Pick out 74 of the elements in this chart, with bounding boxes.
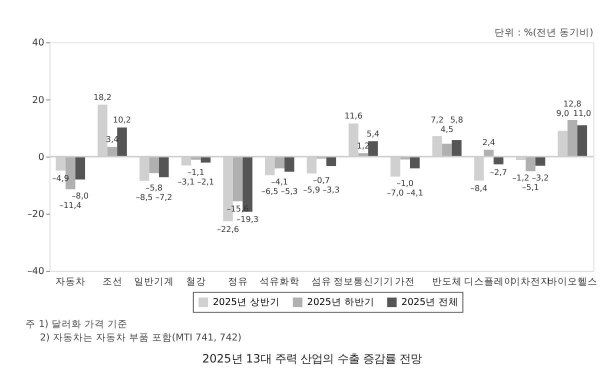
- data-label: 10,2: [113, 114, 132, 125]
- bar: [232, 156, 243, 202]
- text: 2) 자동차는 자동차 부품 포함(MTI 741, 742): [40, 332, 242, 344]
- x-tick-label: 섬유: [311, 276, 332, 288]
- bar: [410, 156, 420, 168]
- x-tick-label: 일반기계: [134, 276, 174, 288]
- data-label: –4,9: [52, 173, 70, 184]
- data-label: 2,4: [482, 137, 496, 147]
- data-label: –1,0: [396, 178, 414, 188]
- data-label: –5,3: [280, 186, 298, 196]
- data-label: –4,1: [271, 176, 288, 187]
- data-label: –2,1: [197, 176, 214, 187]
- bar: [75, 156, 86, 180]
- data-label: –8,4: [470, 183, 488, 194]
- data-label: 7,2: [430, 114, 444, 125]
- data-label: 4,5: [440, 124, 454, 134]
- data-label: –8,5: [136, 192, 153, 202]
- data-label: 11,6: [344, 110, 362, 121]
- y-tick-label: 0: [38, 152, 44, 163]
- data-label: –0,7: [312, 175, 330, 185]
- data-label: –1,1: [187, 167, 204, 177]
- data-label: 11,0: [573, 108, 592, 118]
- data-label: –7,0: [386, 188, 404, 198]
- y-tick-label: 20: [32, 94, 44, 106]
- bar: [158, 156, 169, 178]
- data-label: –19,3: [236, 214, 259, 224]
- legend-label: 2025년 상반기: [212, 297, 280, 308]
- x-tick-label: 석유화학: [260, 276, 300, 288]
- text: 주 1) 달러화 가격 기준: [26, 319, 128, 330]
- bar: [274, 156, 284, 168]
- bar: [452, 140, 462, 157]
- data-label: 5,8: [450, 114, 464, 125]
- data-label: –2,7: [490, 166, 507, 177]
- text: 2025년 13대 주력 산업의 수출 증감률 전망: [202, 351, 422, 366]
- text: 단위 : %(전년 동기비): [494, 28, 594, 39]
- data-label: –6,5: [261, 186, 278, 196]
- legend-label: 2025년 하반기: [307, 297, 374, 308]
- bar: [577, 125, 588, 157]
- data-label: 18,2: [94, 92, 112, 102]
- legend-label: 2025년 전체: [401, 297, 459, 308]
- x-tick-label: 가전: [395, 276, 416, 288]
- x-tick-label: 정보통신기기: [333, 276, 394, 288]
- x-tick-label: 자동차: [55, 276, 86, 288]
- data-label: –4,1: [406, 188, 424, 198]
- bar: [149, 156, 159, 174]
- data-label: –5,9: [303, 184, 320, 195]
- x-tick-label: 반도체: [432, 276, 462, 288]
- data-label: –7,2: [155, 192, 172, 202]
- bar: [568, 120, 578, 157]
- x-tick-label: 조선: [102, 276, 122, 288]
- bar: [117, 127, 127, 157]
- data-label: –8,0: [72, 190, 89, 201]
- data-label: –5,8: [146, 182, 163, 192]
- x-tick-label: 정유: [228, 276, 248, 288]
- y-tick-label: –40: [27, 266, 44, 278]
- bar: [526, 156, 536, 172]
- data-label: 5,4: [366, 128, 380, 138]
- data-label: –11,4: [59, 200, 82, 210]
- x-tick-label: 철강: [186, 276, 206, 288]
- y-tick-label: 40: [32, 38, 44, 49]
- data-label: 12,8: [563, 98, 582, 109]
- x-tick-label: 바이오헬스: [547, 276, 598, 288]
- bar: [442, 144, 452, 157]
- data-label: –3,1: [178, 176, 195, 187]
- data-label: –5,1: [522, 182, 540, 192]
- data-label: –3,3: [322, 184, 340, 195]
- data-label: –3,2: [532, 172, 549, 183]
- data-label: –22,6: [216, 224, 240, 234]
- bar: [368, 141, 378, 157]
- data-label: 9,0: [556, 108, 570, 118]
- bar: [107, 146, 118, 157]
- bar: [284, 156, 294, 172]
- data-label: –1,2: [512, 172, 530, 183]
- y-tick-label: –20: [27, 209, 44, 220]
